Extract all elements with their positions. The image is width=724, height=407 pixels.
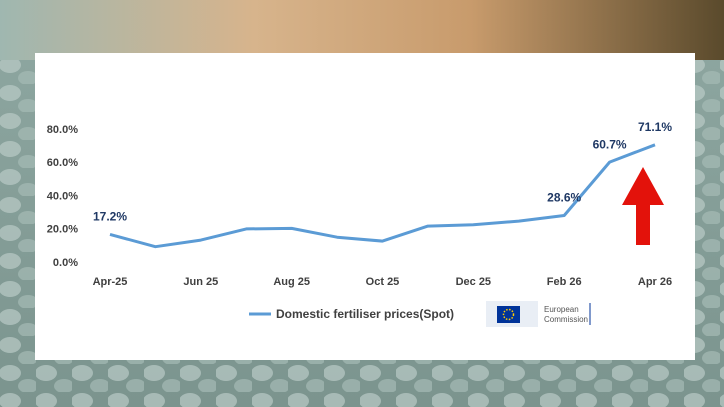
eu-logo: European Commission bbox=[486, 301, 591, 327]
y-tick-label: 60.0% bbox=[47, 157, 78, 169]
data-label: 28.6% bbox=[547, 191, 581, 205]
y-tick-label: 40.0% bbox=[47, 190, 78, 202]
x-tick-label: Apr 26 bbox=[638, 276, 672, 288]
data-label: 60.7% bbox=[593, 137, 627, 151]
red-arrow bbox=[622, 167, 664, 245]
plot: 0.0% 20.0% 40.0% 60.0% 80.0% Apr-25 Jun 25 Aug … bbox=[47, 120, 673, 288]
eu-stars bbox=[502, 308, 515, 321]
background-top bbox=[0, 0, 724, 60]
y-tick-label: 20.0% bbox=[47, 224, 78, 236]
logo-text: Commission bbox=[544, 315, 588, 324]
logo-text: European bbox=[544, 305, 579, 314]
x-tick-label: Oct 25 bbox=[366, 276, 400, 288]
chart-panel bbox=[35, 53, 695, 360]
x-tick-label: Apr-25 bbox=[93, 276, 128, 288]
x-tick-label: Jun 25 bbox=[183, 276, 218, 288]
data-line bbox=[109, 143, 656, 249]
x-tick-label: Aug 25 bbox=[273, 276, 310, 288]
y-tick-label: 0.0% bbox=[53, 257, 78, 269]
eu-flag bbox=[497, 306, 520, 323]
data-label: 71.1% bbox=[638, 120, 672, 134]
y-tick-label: 80.0% bbox=[47, 124, 78, 136]
data-label: 17.2% bbox=[93, 210, 127, 224]
x-tick-label: Dec 25 bbox=[456, 276, 491, 288]
x-tick-label: Feb 26 bbox=[547, 276, 582, 288]
legend-label: Domestic fertiliser prices(Spot) bbox=[276, 307, 454, 321]
